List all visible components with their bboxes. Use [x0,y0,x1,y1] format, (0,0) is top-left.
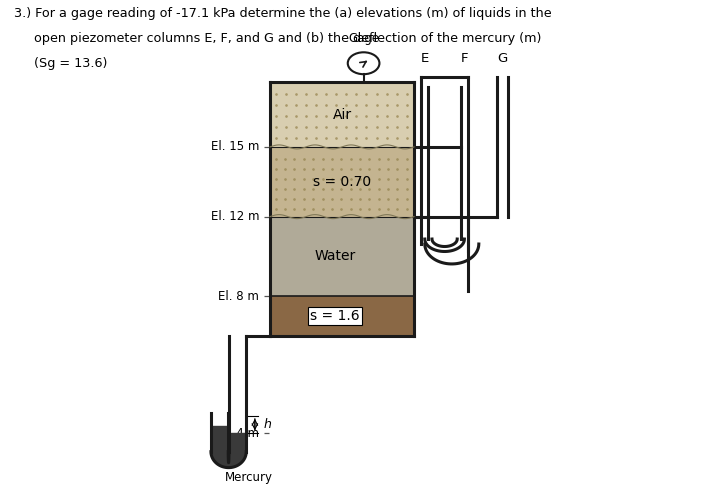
Text: h: h [264,418,271,431]
Bar [270,296,414,336]
Bar [270,217,414,296]
Text: open piezometer columns E, F, and G and (b) the deflection of the mercury (m): open piezometer columns E, F, and G and … [14,32,541,45]
Text: s = 1.6: s = 1.6 [310,309,359,323]
Text: El. 15 m: El. 15 m [211,140,259,153]
Text: (Sg = 13.6): (Sg = 13.6) [14,57,108,70]
Text: Gage: Gage [348,32,379,45]
Text: s = 0.70: s = 0.70 [313,175,371,189]
Text: Air: Air [333,108,351,122]
Text: s = 1.6: s = 1.6 [310,309,359,323]
Text: Mercury: Mercury [225,471,273,484]
Text: 3.) For a gage reading of -17.1 kPa determine the (a) elevations (m) of liquids : 3.) For a gage reading of -17.1 kPa dete… [14,7,552,20]
Bar [270,82,414,147]
Text: E: E [420,52,429,65]
Text: G: G [497,52,508,65]
Text: El. 4 m: El. 4 m [218,427,259,440]
Text: Water: Water [314,249,356,263]
Text: F: F [461,52,468,65]
Bar [270,147,414,217]
Polygon shape [211,452,246,468]
Text: El. 12 m: El. 12 m [211,210,259,223]
Text: El. 8 m: El. 8 m [218,290,259,303]
